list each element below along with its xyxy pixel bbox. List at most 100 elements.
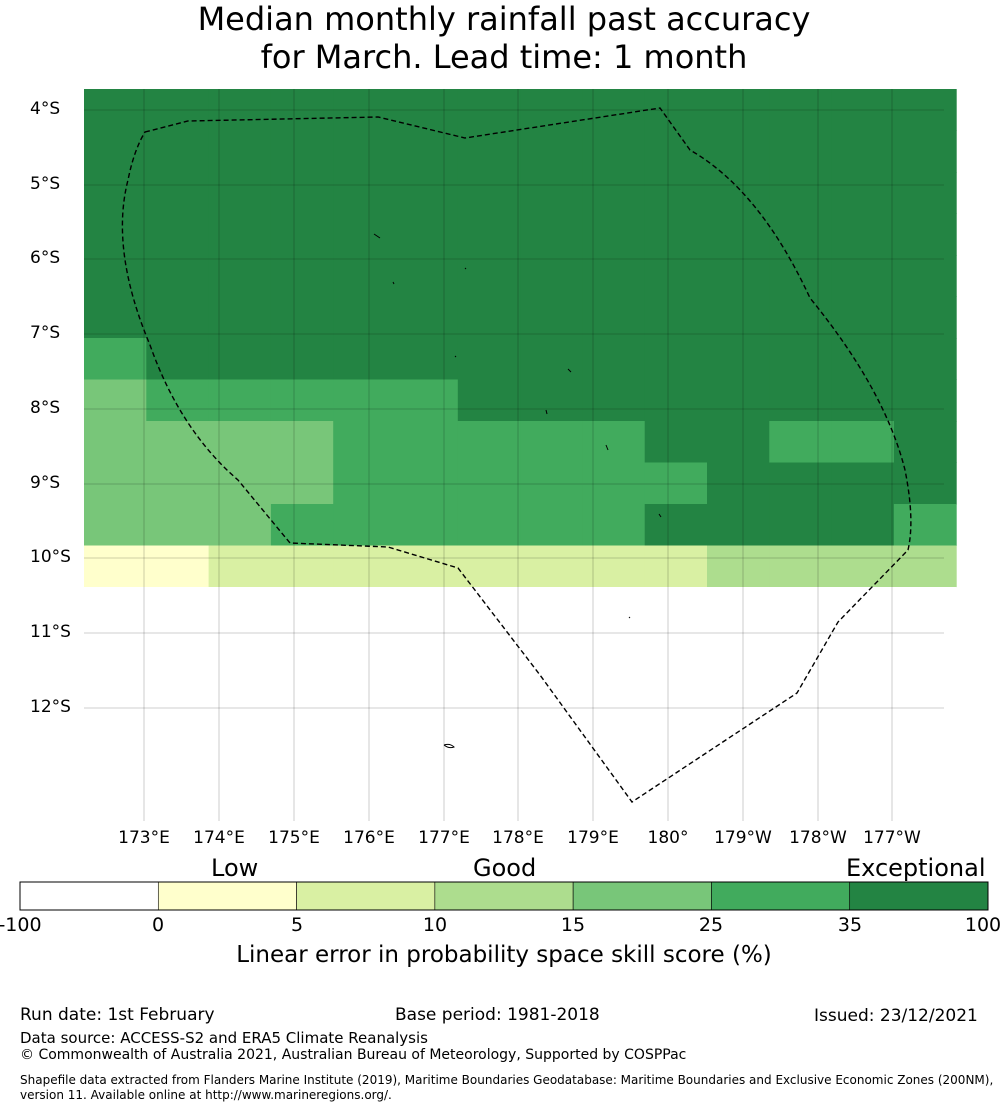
grid-cell bbox=[84, 255, 147, 297]
island bbox=[545, 409, 548, 415]
grid-cell bbox=[457, 711, 521, 754]
grid-cell bbox=[333, 338, 396, 380]
lon-label: 178°W bbox=[789, 828, 847, 848]
colorbar-segment bbox=[849, 881, 989, 911]
grid-cell bbox=[582, 296, 646, 339]
grid-cell bbox=[146, 421, 210, 463]
grid-cell bbox=[457, 794, 521, 821]
island bbox=[567, 368, 572, 373]
grid-cell bbox=[520, 794, 583, 821]
grid-cell bbox=[707, 462, 770, 505]
grid-cell bbox=[84, 379, 147, 422]
grid-cell bbox=[146, 296, 210, 339]
grid-cell bbox=[270, 296, 334, 339]
grid-cell bbox=[707, 587, 770, 629]
grid-cell bbox=[582, 545, 646, 588]
grid-cell bbox=[208, 545, 272, 588]
colorbar-tick: -100 bbox=[0, 914, 42, 936]
copyright: © Commonwealth of Australia 2021, Austra… bbox=[20, 1047, 687, 1063]
grid-cell bbox=[769, 338, 833, 380]
colorbar-tick: 0 bbox=[151, 914, 165, 936]
grid-cell bbox=[831, 296, 895, 339]
lon-label: 177°E bbox=[418, 828, 470, 848]
grid-cell bbox=[208, 130, 272, 173]
grid-cell bbox=[644, 213, 708, 256]
grid-cell bbox=[769, 587, 833, 629]
grid-cell bbox=[644, 338, 708, 380]
grid-cell bbox=[769, 213, 833, 256]
grid-cell bbox=[208, 504, 272, 546]
grid-cell bbox=[270, 379, 334, 422]
grid-cell bbox=[769, 89, 833, 131]
lon-label: 179°W bbox=[714, 828, 772, 848]
grid-cell bbox=[146, 587, 210, 629]
grid-cell bbox=[582, 587, 646, 629]
grid-cell bbox=[893, 711, 957, 754]
colorbar-segment bbox=[296, 881, 436, 911]
colorbar bbox=[19, 881, 989, 911]
colorbar-segment bbox=[572, 881, 712, 911]
lat-label: 5°S bbox=[30, 174, 61, 194]
grid-cell bbox=[395, 379, 459, 422]
grid-cell bbox=[831, 587, 895, 629]
grid-cell bbox=[582, 794, 646, 821]
grid-cell bbox=[395, 794, 459, 821]
shapefile-credit-line2: version 11. Available online at http://w… bbox=[20, 1088, 392, 1102]
grid-cell bbox=[893, 379, 957, 422]
grid-cell bbox=[707, 130, 770, 173]
grid-cell bbox=[333, 794, 396, 821]
grid-cell bbox=[270, 462, 334, 505]
grid-cell bbox=[644, 628, 708, 671]
island bbox=[443, 743, 455, 749]
grid-cell bbox=[707, 296, 770, 339]
lon-label: 173°E bbox=[118, 828, 170, 848]
grid-cell bbox=[208, 379, 272, 422]
map-title-line2: for March. Lead time: 1 month bbox=[260, 38, 748, 76]
colorbar-segment bbox=[19, 881, 159, 911]
grid-cell bbox=[769, 255, 833, 297]
grid-cell bbox=[893, 421, 957, 463]
grid-cell bbox=[84, 711, 147, 754]
grid-cell bbox=[582, 379, 646, 422]
island bbox=[373, 233, 381, 239]
grid-cell bbox=[831, 462, 895, 505]
grid-cell bbox=[84, 504, 147, 546]
lon-label: 180° bbox=[647, 828, 689, 848]
grid-cell bbox=[582, 89, 646, 131]
grid-cell bbox=[333, 255, 396, 297]
grid-cell bbox=[644, 379, 708, 422]
grid-cell bbox=[333, 172, 396, 214]
grid-cell bbox=[457, 172, 521, 214]
grid-cell bbox=[270, 255, 334, 297]
grid-cell bbox=[84, 172, 147, 214]
grid-cell bbox=[333, 753, 396, 795]
grid-cell bbox=[582, 421, 646, 463]
grid-cell bbox=[395, 172, 459, 214]
grid-cell bbox=[831, 504, 895, 546]
grid-cell bbox=[582, 130, 646, 173]
grid-cell bbox=[146, 462, 210, 505]
grid-cell bbox=[208, 670, 272, 712]
grid-cell bbox=[644, 462, 708, 505]
grid-cell bbox=[333, 545, 396, 588]
grid-cell bbox=[769, 296, 833, 339]
grid-cell bbox=[707, 545, 770, 588]
grid-cell bbox=[84, 545, 147, 588]
grid-cell bbox=[208, 172, 272, 214]
grid-cell bbox=[395, 504, 459, 546]
grid-cell bbox=[146, 379, 210, 422]
base-period: Base period: 1981-2018 bbox=[395, 1005, 600, 1025]
grid-cell bbox=[644, 130, 708, 173]
lat-label: 9°S bbox=[30, 473, 61, 493]
grid-cell bbox=[769, 504, 833, 546]
grid-cell bbox=[831, 255, 895, 297]
grid-cell bbox=[769, 172, 833, 214]
grid-cell bbox=[893, 213, 957, 256]
grid-cell bbox=[395, 711, 459, 754]
grid-cell bbox=[769, 462, 833, 505]
grid-cell bbox=[146, 172, 210, 214]
grid-cell bbox=[831, 89, 895, 131]
grid-cell bbox=[644, 794, 708, 821]
grid-cell bbox=[520, 296, 583, 339]
